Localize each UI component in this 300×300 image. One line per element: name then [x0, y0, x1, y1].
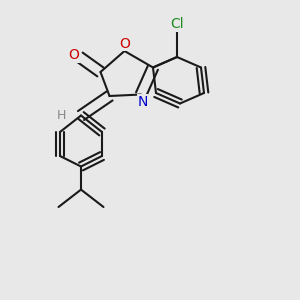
Text: H: H: [57, 109, 66, 122]
Text: O: O: [119, 37, 130, 50]
Text: O: O: [69, 49, 80, 62]
Text: Cl: Cl: [170, 17, 184, 31]
Text: N: N: [137, 95, 148, 109]
